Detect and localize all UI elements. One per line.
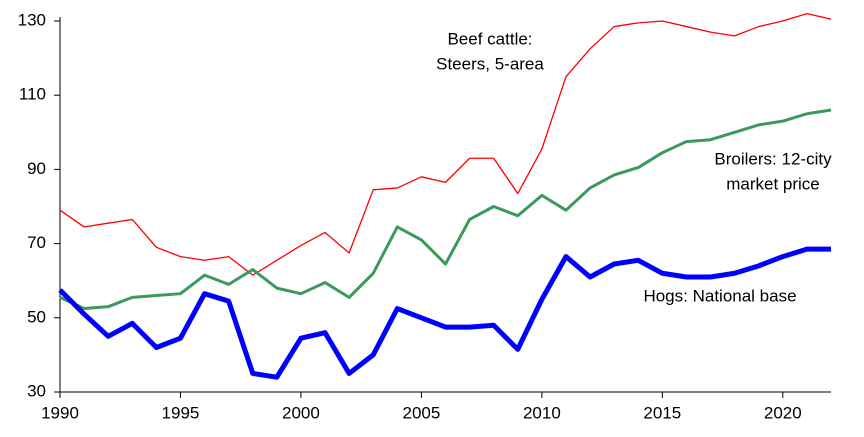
series-label: Broilers: 12-city [714,149,832,168]
series-label: market price [726,174,820,193]
y-tick-label: 50 [27,307,46,326]
x-tick-label: 1990 [41,403,79,422]
x-tick-label: 2000 [282,403,320,422]
x-tick-label: 2015 [643,403,681,422]
series-line [59,12,832,276]
y-tick-label: 130 [18,10,46,29]
series-label: Steers, 5-area [436,54,544,73]
x-tick-label: 1995 [162,403,200,422]
x-tick-label: 2005 [402,403,440,422]
series-label: Beef cattle: [447,29,532,48]
y-tick-label: 30 [27,381,46,400]
series-line [59,108,832,311]
series-line [58,246,831,380]
x-tick-label: 2010 [523,403,561,422]
y-tick-label: 110 [19,85,46,104]
series-label: Hogs: National base [643,286,796,305]
y-tick-label: 90 [27,159,46,178]
y-tick-label: 70 [27,233,46,252]
x-tick-label: 2020 [764,403,802,422]
